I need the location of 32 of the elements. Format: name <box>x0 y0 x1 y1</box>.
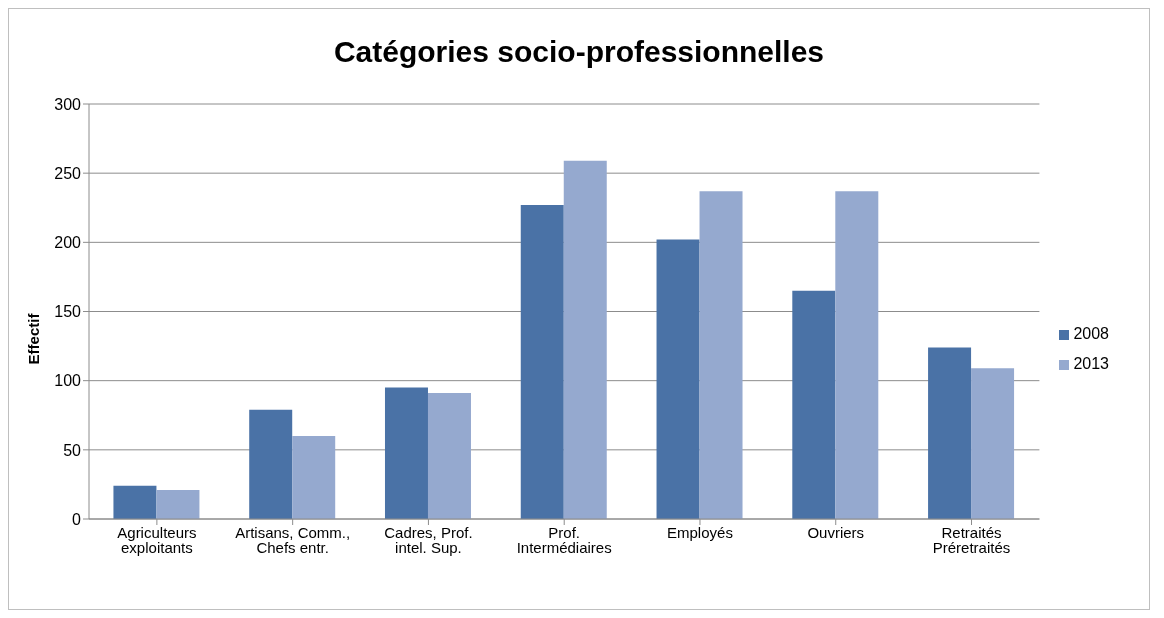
y-tick-label: 100 <box>54 372 82 390</box>
bar <box>156 489 200 519</box>
y-tick-label: 250 <box>54 164 82 182</box>
bar <box>656 239 700 519</box>
bar <box>427 393 471 519</box>
x-tick-label: Prof. Intermédiaires <box>516 523 612 556</box>
y-tick-label: 50 <box>63 441 82 459</box>
bar <box>971 368 1015 519</box>
x-tick-label: Artisans, Comm., Chefs entr. <box>235 523 351 556</box>
legend-label: 2008 <box>1073 325 1109 342</box>
bar <box>699 191 743 519</box>
y-tick-label: 0 <box>72 510 82 528</box>
x-tick-label: Retraités Préretraités <box>932 523 1011 556</box>
x-tick-label: Ouvriers <box>807 523 865 541</box>
x-tick-label: Employés <box>667 523 733 541</box>
x-tick-label: Cadres, Prof. intel. Sup. <box>384 523 473 556</box>
bar <box>563 160 607 519</box>
y-tick-label: 150 <box>54 303 82 321</box>
bar <box>384 387 428 519</box>
bar <box>520 204 564 519</box>
y-tick-label: 200 <box>54 234 82 252</box>
chart-title: Catégories socio-professionnelles <box>332 35 826 69</box>
bar <box>835 191 879 519</box>
legend-label: 2013 <box>1073 355 1109 372</box>
x-tick-label: Agriculteurs exploitants <box>117 523 197 556</box>
y-axis-title: Effectif <box>24 313 42 365</box>
bar <box>292 436 336 519</box>
bar <box>249 409 293 519</box>
y-tick-label: 300 <box>54 95 82 113</box>
bar <box>113 485 157 519</box>
bar <box>792 290 836 519</box>
bar <box>928 347 972 519</box>
